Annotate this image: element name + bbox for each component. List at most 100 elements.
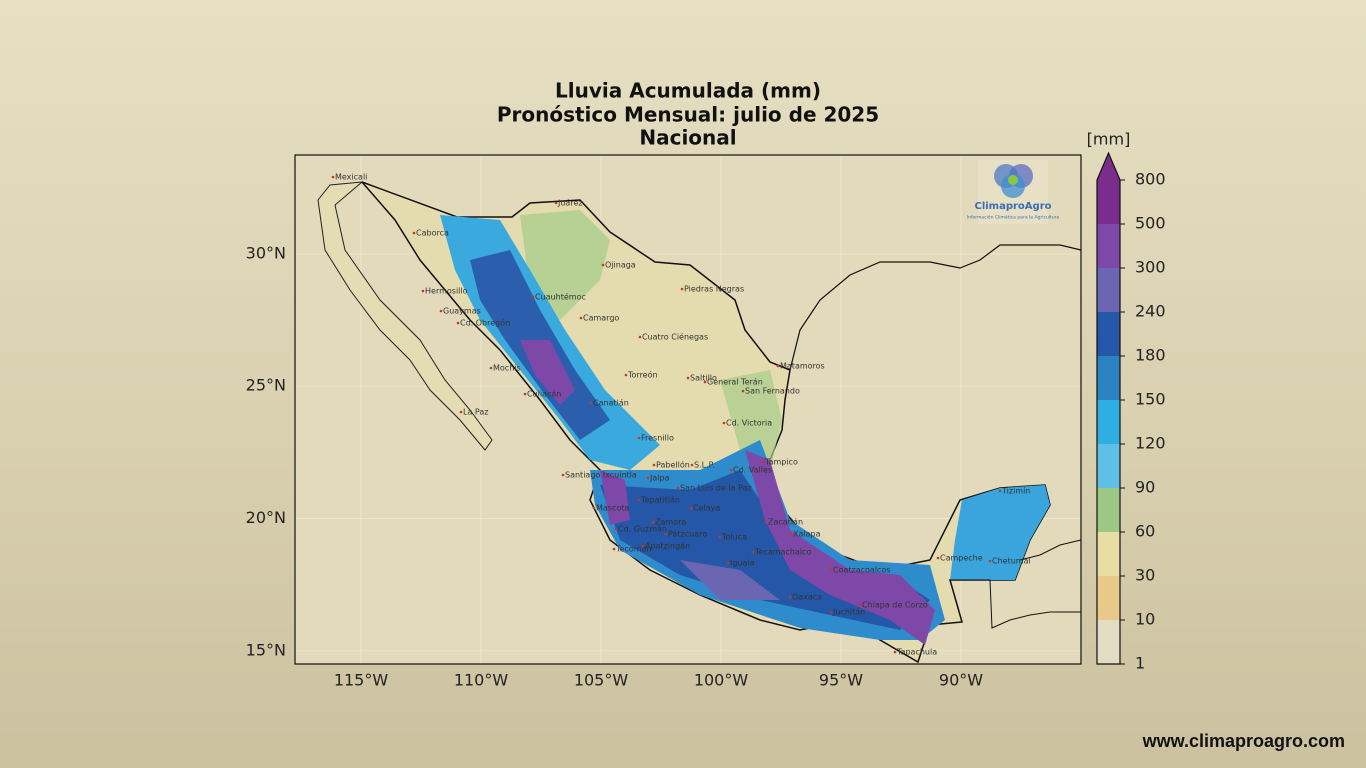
colorbar-segment <box>1097 356 1120 400</box>
city-label: Tampico <box>764 458 798 467</box>
city-label: Santiago Ixcuintla <box>565 471 637 480</box>
x-tick-label: 100°W <box>694 671 749 690</box>
y-tick-label: 15°N <box>246 640 286 659</box>
city-label: Tecomán <box>615 545 652 554</box>
city-label: Jalpa <box>649 474 670 483</box>
city-label: La Paz <box>463 408 488 417</box>
city-label: Chiapa de Corzo <box>862 601 928 610</box>
city-label: Canatlán <box>593 399 629 408</box>
city-label: General Terán <box>707 378 763 387</box>
x-tick-label: 110°W <box>454 671 509 690</box>
title-line: Lluvia Acumulada (mm) <box>555 79 821 103</box>
colorbar-segment <box>1097 224 1120 268</box>
city-label: Cd. Obregón <box>460 318 510 328</box>
city-dot <box>829 610 833 614</box>
rain-south-purple <box>680 560 780 600</box>
city-label: Mochis <box>493 364 521 373</box>
rain-green <box>720 370 782 470</box>
map-frame <box>294 154 1082 665</box>
city-dot <box>988 559 992 563</box>
city-dot <box>829 568 833 572</box>
colorbar-segment <box>1097 180 1120 224</box>
baja-land <box>317 181 493 451</box>
logo-circle <box>1001 174 1025 198</box>
city-dot <box>689 506 693 510</box>
colorbar-segment <box>1097 488 1120 532</box>
colorbar-label: 800 <box>1135 170 1166 189</box>
city-dot <box>459 410 463 414</box>
city-dot <box>789 532 793 536</box>
city-dot <box>776 364 780 368</box>
city-dot <box>729 468 733 472</box>
colorbar-label: 180 <box>1135 346 1166 365</box>
colorbar-label: 1 <box>1135 654 1145 673</box>
city-dot <box>412 231 416 235</box>
city-dot <box>624 373 628 377</box>
city-dot <box>638 335 642 339</box>
title-line: Pronóstico Mensual: julio de 2025 <box>497 103 879 127</box>
colorbar-extend <box>1097 153 1120 180</box>
city-dot <box>331 175 335 179</box>
city-label: San Fernando <box>745 387 800 396</box>
city-dot <box>614 527 618 531</box>
city-label: Coatzacoalcos <box>833 566 891 575</box>
city-label: Cd. Valles <box>733 466 772 475</box>
city-label: San Luis de la Paz <box>680 484 752 493</box>
rain-yucatan <box>950 485 1050 580</box>
colorbar-segment <box>1097 620 1120 664</box>
colorbar-label: 60 <box>1135 522 1155 541</box>
city-dot <box>664 532 668 536</box>
colorbar-label: 30 <box>1135 566 1155 585</box>
colorbar-label: 120 <box>1135 434 1166 453</box>
city-label: Tizimín <box>1001 487 1030 496</box>
colorbar-segment <box>1097 444 1120 488</box>
city-label: Apatzingán <box>645 542 690 551</box>
city-dot <box>579 316 583 320</box>
city-dot <box>680 287 684 291</box>
city-label: Zacatlán <box>768 518 803 527</box>
city-dot <box>722 421 726 425</box>
x-tick-label: 105°W <box>574 671 629 690</box>
city-label: Celaya <box>693 504 720 513</box>
city-dot <box>456 321 460 325</box>
colorbar-segment <box>1097 532 1120 576</box>
city-label: Torreón <box>627 370 658 380</box>
city-label: Cd. Guzmán <box>618 525 667 534</box>
city-label: Guaymas <box>443 307 481 316</box>
x-tick-label: 95°W <box>819 671 863 690</box>
city-label: Pabellón <box>656 460 690 470</box>
city-dot <box>998 489 1002 493</box>
city-label: Caborca <box>416 229 449 238</box>
colorbar-label: 90 <box>1135 478 1155 497</box>
title-line: Nacional <box>639 126 736 150</box>
city-label: S.L.P. <box>694 461 715 470</box>
x-tick-label: 90°W <box>939 671 983 690</box>
city-dot <box>637 436 641 440</box>
city-dot <box>612 547 616 551</box>
city-dot <box>489 366 493 370</box>
city-label: Matamoros <box>780 362 825 371</box>
colorbar-segment <box>1097 576 1120 620</box>
city-dot <box>523 392 527 396</box>
colorbar-segment <box>1097 268 1120 312</box>
city-label: Cuauhtémoc <box>535 292 586 302</box>
city-dot <box>703 380 707 384</box>
city-dot <box>764 520 768 524</box>
city-label: Mexicali <box>335 173 367 182</box>
rain-south-purple <box>745 450 935 645</box>
colorbar-outline <box>1096 151 1121 665</box>
city-dot <box>741 389 745 393</box>
city-label: Tecamachalco <box>754 548 811 557</box>
axes: 115°W 110°W 105°W 100°W 95°W 90°W 15°N 20°N 25°N… <box>246 243 984 689</box>
footer-url: www.climaproagro.com <box>1142 731 1345 751</box>
city-label: Juárez <box>557 199 583 208</box>
city-dot <box>589 401 593 405</box>
colorbar-unit: [mm] <box>1087 130 1131 149</box>
city-dot <box>718 535 722 539</box>
colorbar-label: 150 <box>1135 390 1166 409</box>
city-label: Piedras Negras <box>684 285 744 294</box>
y-tick-label: 25°N <box>246 376 286 395</box>
central-america <box>950 579 1081 629</box>
colorbar-label: 300 <box>1135 258 1166 277</box>
